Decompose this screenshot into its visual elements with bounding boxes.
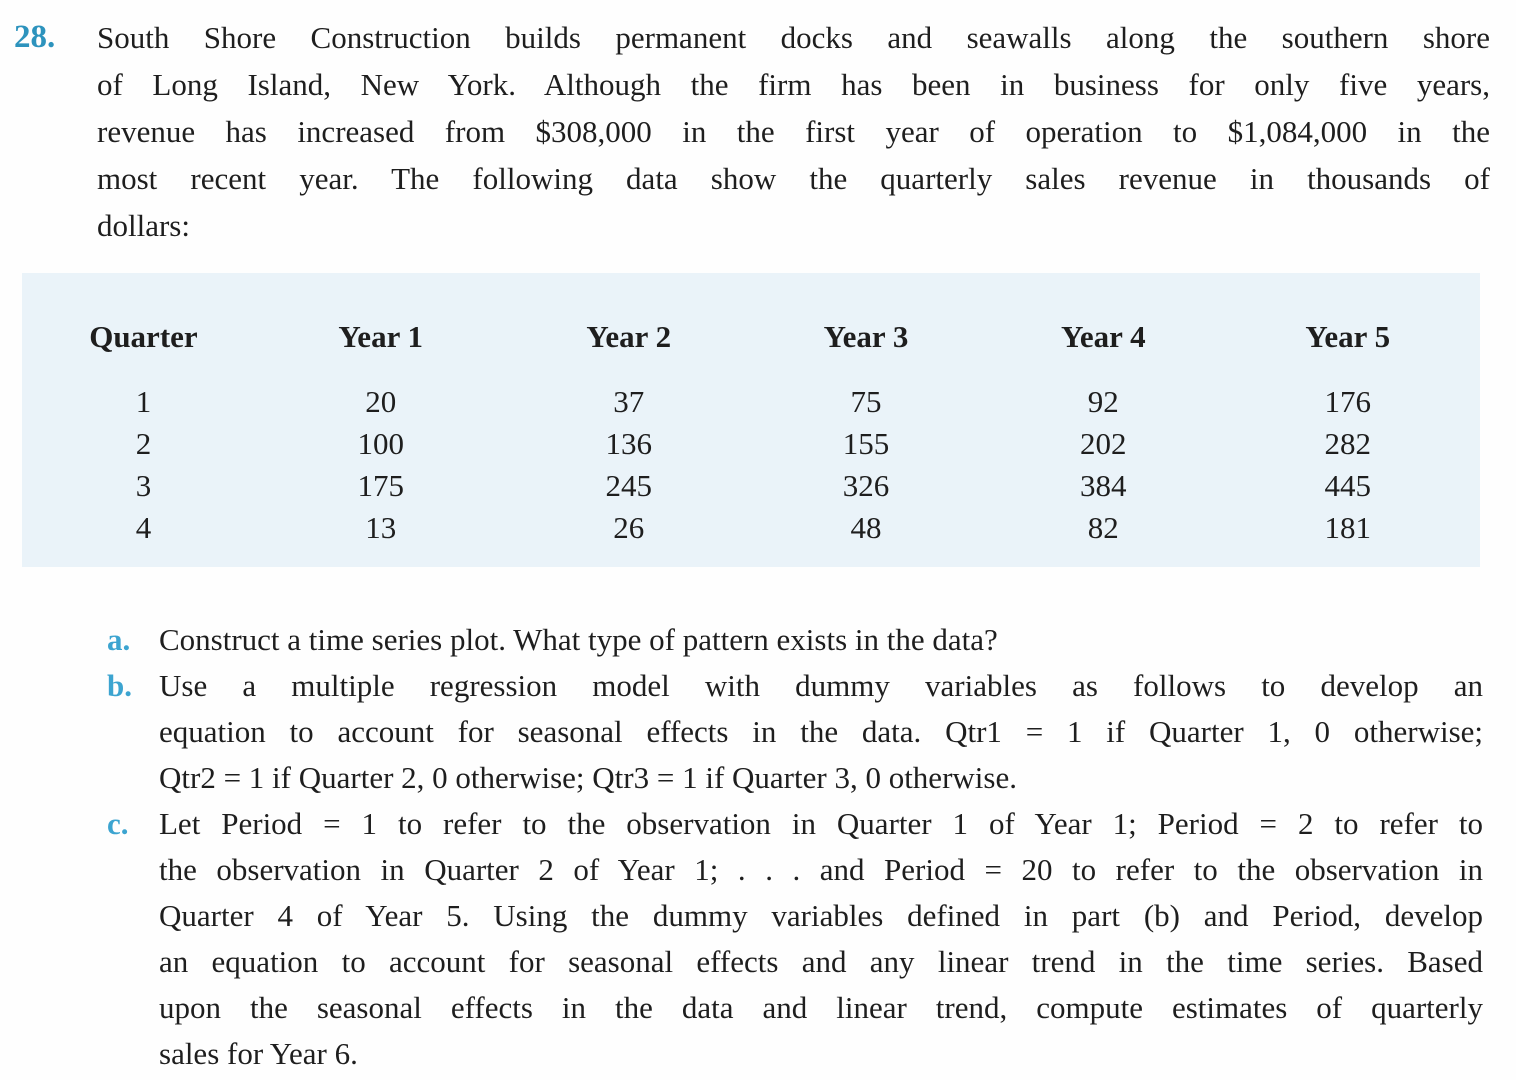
- table-cell: 2: [135, 426, 152, 461]
- table-cell: 384: [1080, 468, 1127, 503]
- table-cell: 1: [135, 384, 152, 419]
- table-cell: 245: [605, 468, 652, 503]
- table-cell: 100: [357, 426, 404, 461]
- intro-line: most recent year. The following data sho…: [97, 161, 1490, 196]
- table-cell: 155: [842, 426, 890, 461]
- table-row: 1 20 37 75 92 176: [32, 381, 1470, 423]
- part-a-label: a.: [107, 622, 131, 657]
- table-cell: 202: [1080, 426, 1127, 461]
- part-line: the observation in Quarter 2 of Year 1; …: [159, 852, 1483, 887]
- part-line: sales for Year 6.: [159, 1036, 358, 1071]
- problem-parts: a. Construct a time series plot. What ty…: [107, 617, 1483, 1077]
- part-c-label: c.: [107, 806, 129, 841]
- revenue-table-panel: Quarter Year 1 Year 2 Year 3 Year 4 Year…: [22, 273, 1480, 567]
- table-header-year1: Year 1: [338, 319, 424, 354]
- table-cell: 445: [1324, 468, 1372, 503]
- problem-number: 28.: [14, 19, 56, 55]
- table-cell: 92: [1087, 384, 1119, 419]
- table-cell: 175: [357, 468, 404, 503]
- table-header-row: Quarter Year 1 Year 2 Year 3 Year 4 Year…: [32, 317, 1470, 381]
- table-cell: 282: [1324, 426, 1372, 461]
- table-header-year3: Year 3: [823, 319, 909, 354]
- table-cell: 75: [850, 384, 882, 419]
- part-b: b. Use a multiple regression model with …: [107, 663, 1483, 801]
- part-line: equation to account for seasonal effects…: [159, 714, 1483, 749]
- table-row: 4 13 26 48 82 181: [32, 507, 1470, 549]
- table-row: 2 100 136 155 202 282: [32, 423, 1470, 465]
- intro-line: dollars:: [97, 208, 190, 243]
- part-b-label: b.: [107, 668, 132, 703]
- part-line: Let Period = 1 to refer to the observati…: [159, 806, 1483, 841]
- table-cell: 37: [613, 384, 645, 419]
- part-line: upon the seasonal effects in the data an…: [159, 990, 1483, 1025]
- table-cell: 3: [135, 468, 152, 503]
- table-cell: 181: [1324, 510, 1372, 545]
- part-b-text: Use a multiple regression model with dum…: [159, 663, 1483, 801]
- table-cell: 82: [1087, 510, 1119, 545]
- problem-intro: South Shore Construction builds permanen…: [97, 14, 1490, 249]
- intro-line: revenue has increased from $308,000 in t…: [97, 114, 1490, 149]
- quarterly-revenue-table: Quarter Year 1 Year 2 Year 3 Year 4 Year…: [32, 317, 1470, 549]
- table-header-year4: Year 4: [1060, 319, 1146, 354]
- part-line: Construct a time series plot. What type …: [159, 622, 998, 657]
- table-cell: 13: [365, 510, 397, 545]
- part-line: Quarter 4 of Year 5. Using the dummy var…: [159, 898, 1483, 933]
- part-a-text: Construct a time series plot. What type …: [159, 617, 1483, 663]
- part-c: c. Let Period = 1 to refer to the observ…: [107, 801, 1483, 1077]
- table-cell: 26: [613, 510, 645, 545]
- intro-line: of Long Island, New York. Although the f…: [97, 67, 1490, 102]
- table-cell: 326: [842, 468, 890, 503]
- table-cell: 20: [365, 384, 397, 419]
- table-cell: 176: [1324, 384, 1372, 419]
- table-header-year5: Year 5: [1305, 319, 1391, 354]
- table-cell: 48: [850, 510, 882, 545]
- part-a: a. Construct a time series plot. What ty…: [107, 617, 1483, 663]
- part-line: Use a multiple regression model with dum…: [159, 668, 1483, 703]
- problem-28: 28. South Shore Construction builds perm…: [14, 14, 1490, 249]
- table-row: 3 175 245 326 384 445: [32, 465, 1470, 507]
- part-line: an equation to account for seasonal effe…: [159, 944, 1483, 979]
- table-header-quarter: Quarter: [89, 319, 198, 354]
- table-cell: 4: [135, 510, 152, 545]
- part-line: Qtr2 = 1 if Quarter 2, 0 otherwise; Qtr3…: [159, 760, 1017, 795]
- intro-line: South Shore Construction builds permanen…: [97, 20, 1490, 55]
- part-c-text: Let Period = 1 to refer to the observati…: [159, 801, 1483, 1077]
- table-header-year2: Year 2: [586, 319, 672, 354]
- table-cell: 136: [605, 426, 652, 461]
